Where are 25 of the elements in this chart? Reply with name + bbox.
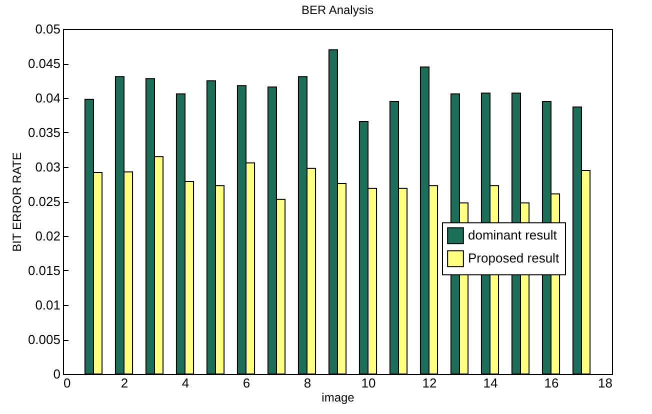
y-tick-label: 0.025 bbox=[28, 194, 60, 209]
x-tick-label: 2 bbox=[120, 376, 128, 390]
x-tick-label: 0 bbox=[64, 376, 71, 390]
x-tick-label: 16 bbox=[544, 376, 559, 390]
y-tick-label: 0.035 bbox=[28, 125, 60, 140]
y-axis-title: BIT ERROR RATE bbox=[10, 152, 24, 252]
legend-label: dominant result bbox=[468, 228, 558, 243]
chart-title: BER Analysis bbox=[301, 3, 374, 17]
x-axis-title: image bbox=[322, 390, 355, 404]
y-tick-label: 0.045 bbox=[28, 56, 60, 71]
y-tick-label: 0.005 bbox=[28, 332, 60, 347]
x-tick-label: 14 bbox=[483, 376, 498, 390]
y-tick-label: 0.04 bbox=[35, 90, 60, 106]
x-tick-label: 8 bbox=[304, 376, 312, 390]
x-tick-label: 10 bbox=[361, 376, 376, 390]
y-tick-label: 0.02 bbox=[35, 228, 60, 244]
x-tick-label: 12 bbox=[422, 376, 437, 390]
y-tick-label: 0.01 bbox=[35, 298, 60, 312]
y-tick-label: 0.03 bbox=[35, 160, 60, 174]
x-tick-label: 18 bbox=[598, 376, 612, 390]
x-tick-label: 4 bbox=[182, 376, 190, 390]
y-tick-label: 0.05 bbox=[35, 22, 60, 36]
legend-label: Proposed result bbox=[468, 250, 560, 266]
y-tick-label: 0.015 bbox=[28, 263, 60, 278]
x-tick-label: 6 bbox=[242, 376, 250, 390]
